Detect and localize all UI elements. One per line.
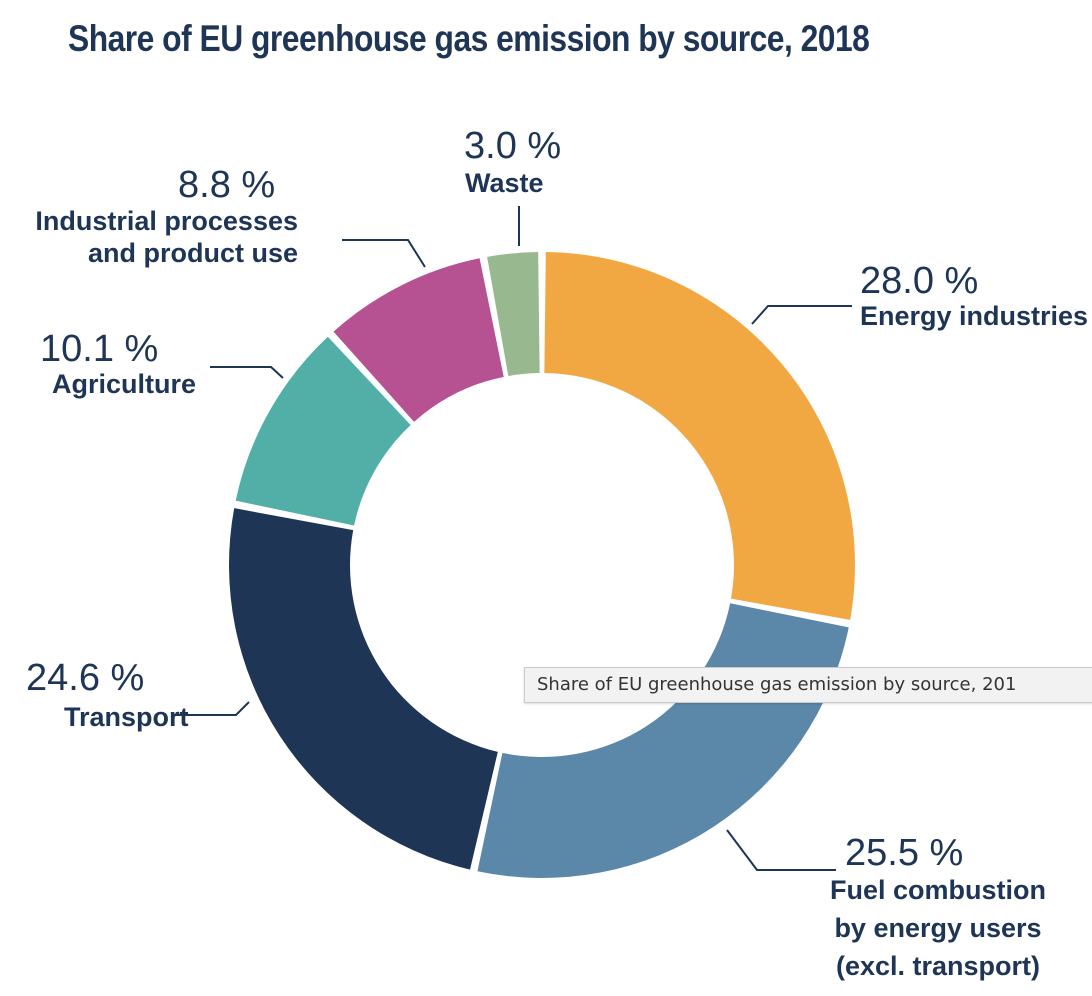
leader-line-industrial-processes-and-product-use xyxy=(342,239,426,268)
leader-line-fuel-combustion-by-energy-users-excl-transport xyxy=(726,829,836,871)
category-label-energy-industries: Energy industries xyxy=(860,301,1088,331)
value-label-energy-industries: 28.0 % xyxy=(860,260,978,302)
category-label-transport: Transport xyxy=(64,702,189,732)
leader-line-transport xyxy=(174,701,250,716)
leader-line-energy-industries xyxy=(751,305,852,325)
slice-agriculture[interactable] xyxy=(235,336,411,526)
value-label-transport: 24.6 % xyxy=(26,657,144,699)
category-label-fuel-combustion-by-energy-users-excl-transport-line-2: by energy users xyxy=(834,913,1041,943)
leader-line-agriculture xyxy=(210,366,284,379)
chart-title: Share of EU greenhouse gas emission by s… xyxy=(68,18,870,59)
slice-labels: 28.0 %Energy industries 25.5 %Fuel combus… xyxy=(26,125,1088,981)
value-label-industrial-processes-and-product-use: 8.8 % xyxy=(178,164,275,206)
value-label-agriculture: 10.1 % xyxy=(40,328,158,370)
slice-fuel-combustion-by-energy-users-excl-transport[interactable] xyxy=(477,603,849,878)
slice-industrial-processes-and-product-use[interactable] xyxy=(333,258,504,422)
category-label-fuel-combustion-by-energy-users-excl-transport-line-1: Fuel combustion xyxy=(830,875,1046,905)
category-label-fuel-combustion-by-energy-users-excl-transport-line-3: (excl. transport) xyxy=(836,951,1040,981)
category-label-agriculture: Agriculture xyxy=(52,369,196,399)
chart-tooltip: Share of EU greenhouse gas emission by s… xyxy=(524,667,1092,703)
category-label-industrial-processes-and-product-use-line-2: and product use xyxy=(88,238,298,268)
value-label-waste: 3.0 % xyxy=(464,125,561,167)
donut-slices xyxy=(229,252,855,878)
category-label-waste: Waste xyxy=(465,168,544,198)
slice-transport[interactable] xyxy=(229,508,498,870)
slice-energy-industries[interactable] xyxy=(544,252,855,620)
value-label-fuel-combustion-by-energy-users-excl-transport: 25.5 % xyxy=(845,832,963,874)
slice-waste[interactable] xyxy=(487,252,540,376)
category-label-industrial-processes-and-product-use-line-1: Industrial processes xyxy=(35,206,298,236)
